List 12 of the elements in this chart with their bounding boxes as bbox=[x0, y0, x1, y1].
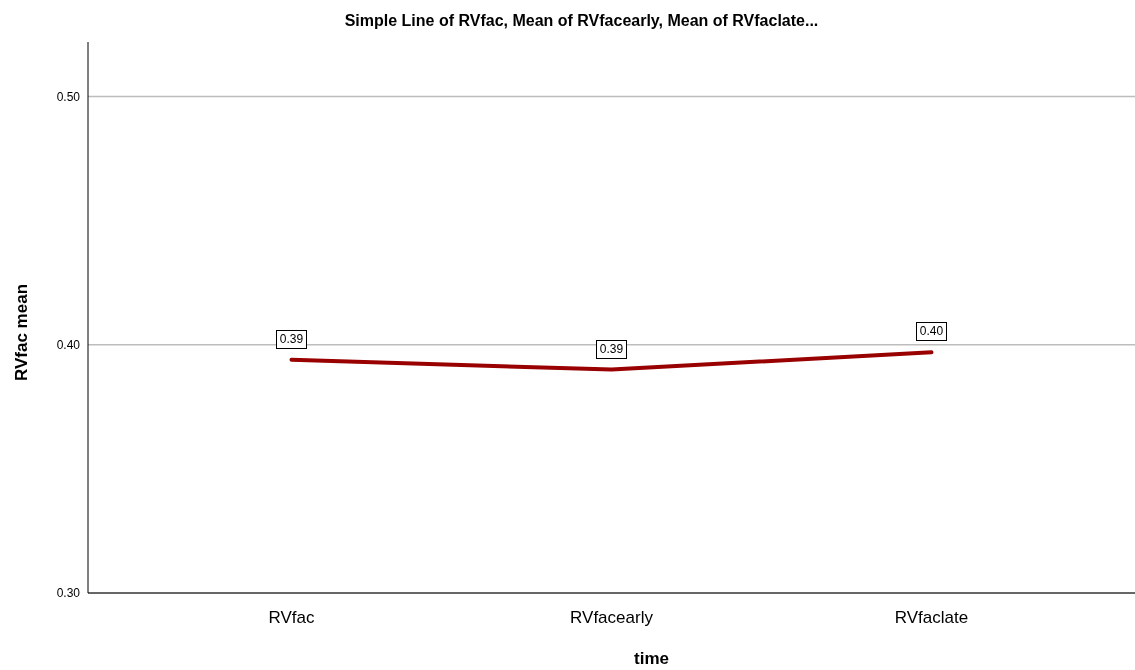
x-axis-title: time bbox=[634, 649, 669, 668]
y-tick-label: 0.40 bbox=[56, 337, 81, 352]
data-label: 0.39 bbox=[595, 339, 628, 359]
y-tick-label: 0.50 bbox=[56, 89, 81, 104]
data-label: 0.39 bbox=[275, 329, 308, 349]
y-axis-title: RVfac mean bbox=[12, 283, 31, 382]
x-tick-label: RVfacearly bbox=[570, 608, 654, 627]
data-label: 0.40 bbox=[915, 322, 948, 342]
x-tick-label: RVfaclate bbox=[894, 608, 969, 627]
y-tick-label: 0.30 bbox=[56, 586, 81, 600]
x-tick-label: RVfac bbox=[268, 608, 315, 627]
chart-title: Simple Line of RVfac, Mean of RVfacearly, Mean of RVfaclate... bbox=[344, 12, 819, 29]
